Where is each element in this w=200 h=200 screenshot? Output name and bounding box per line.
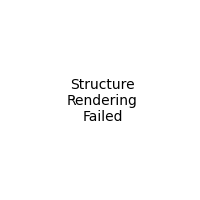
Text: Structure
Rendering
Failed: Structure Rendering Failed [67,78,138,124]
